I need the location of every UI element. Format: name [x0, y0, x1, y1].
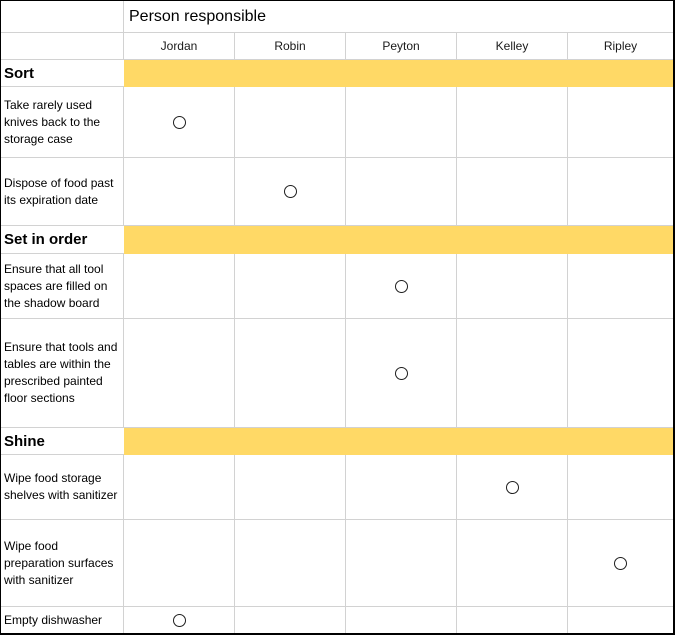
section-header-sort[interactable]: Sort [1, 60, 124, 87]
marker-cell[interactable] [346, 520, 457, 607]
section-band-set-in-order[interactable] [124, 226, 673, 254]
marker-cell[interactable] [457, 520, 568, 607]
marker-cell[interactable] [124, 87, 235, 158]
section-band-shine[interactable] [124, 428, 673, 455]
assignment-circle-icon[interactable] [172, 613, 186, 627]
marker-cell[interactable] [235, 254, 346, 319]
marker-cell[interactable] [568, 455, 673, 520]
title-row: Person responsible [1, 1, 673, 33]
marker-cell[interactable] [346, 158, 457, 226]
section-header-shine[interactable]: Shine [1, 428, 124, 455]
marker-cell[interactable] [235, 87, 346, 158]
assignment-circle-icon[interactable] [172, 115, 186, 129]
section-row-shine: Shine [1, 428, 673, 455]
task-label[interactable]: Dispose of food past its expiration date [1, 158, 124, 226]
assignment-circle-icon[interactable] [394, 366, 408, 380]
corner-cell[interactable] [1, 1, 124, 33]
task-label[interactable]: Empty dishwasher [1, 607, 124, 633]
marker-cell[interactable] [124, 158, 235, 226]
marker-cell[interactable] [235, 158, 346, 226]
marker-cell[interactable] [124, 607, 235, 633]
task-label[interactable]: Ensure that tools and tables are within … [1, 319, 124, 428]
marker-cell[interactable] [235, 520, 346, 607]
marker-cell[interactable] [124, 455, 235, 520]
task-row: Wipe food storage shelves with sanitizer [1, 455, 673, 520]
marker-cell[interactable] [124, 319, 235, 428]
column-header-ripley[interactable]: Ripley [568, 33, 673, 60]
task-label[interactable]: Ensure that all tool spaces are filled o… [1, 254, 124, 319]
marker-cell[interactable] [346, 455, 457, 520]
person-responsible-header[interactable]: Person responsible [124, 1, 673, 33]
task-column-header-cell[interactable] [1, 33, 124, 60]
column-header-robin[interactable]: Robin [235, 33, 346, 60]
column-header-jordan[interactable]: Jordan [124, 33, 235, 60]
marker-cell[interactable] [457, 158, 568, 226]
marker-cell[interactable] [457, 607, 568, 633]
section-row-set-in-order: Set in order [1, 226, 673, 254]
marker-cell[interactable] [124, 254, 235, 319]
marker-cell[interactable] [568, 254, 673, 319]
assignment-circle-icon[interactable] [283, 185, 297, 198]
assignment-circle-icon[interactable] [505, 480, 519, 494]
marker-cell[interactable] [457, 455, 568, 520]
marker-cell[interactable] [235, 319, 346, 428]
task-row: Ensure that tools and tables are within … [1, 319, 673, 428]
marker-cell[interactable] [457, 87, 568, 158]
task-row: Take rarely used knives back to the stor… [1, 87, 673, 158]
task-label[interactable]: Wipe food storage shelves with sanitizer [1, 455, 124, 520]
column-header-peyton[interactable]: Peyton [346, 33, 457, 60]
assignment-circle-icon[interactable] [394, 279, 408, 293]
marker-cell[interactable] [568, 607, 673, 633]
marker-cell[interactable] [235, 455, 346, 520]
marker-cell[interactable] [346, 607, 457, 633]
section-row-sort: Sort [1, 60, 673, 87]
marker-cell[interactable] [457, 319, 568, 428]
marker-cell[interactable] [124, 520, 235, 607]
marker-cell[interactable] [346, 87, 457, 158]
task-label[interactable]: Wipe food preparation surfaces with sani… [1, 520, 124, 607]
person-header-row: Jordan Robin Peyton Kelley Ripley [1, 33, 673, 60]
marker-cell[interactable] [568, 520, 673, 607]
task-row: Ensure that all tool spaces are filled o… [1, 254, 673, 319]
task-row: Wipe food preparation surfaces with sani… [1, 520, 673, 607]
marker-cell[interactable] [457, 254, 568, 319]
task-row: Empty dishwasher [1, 607, 673, 633]
marker-cell[interactable] [346, 254, 457, 319]
marker-cell[interactable] [235, 607, 346, 633]
task-row: Dispose of food past its expiration date [1, 158, 673, 226]
section-band-sort[interactable] [124, 60, 673, 87]
assignment-circle-icon[interactable] [614, 556, 627, 570]
task-label[interactable]: Take rarely used knives back to the stor… [1, 87, 124, 158]
marker-cell[interactable] [568, 87, 673, 158]
column-header-kelley[interactable]: Kelley [457, 33, 568, 60]
marker-cell[interactable] [568, 158, 673, 226]
section-header-set-in-order[interactable]: Set in order [1, 226, 124, 254]
marker-cell[interactable] [568, 319, 673, 428]
marker-cell[interactable] [346, 319, 457, 428]
